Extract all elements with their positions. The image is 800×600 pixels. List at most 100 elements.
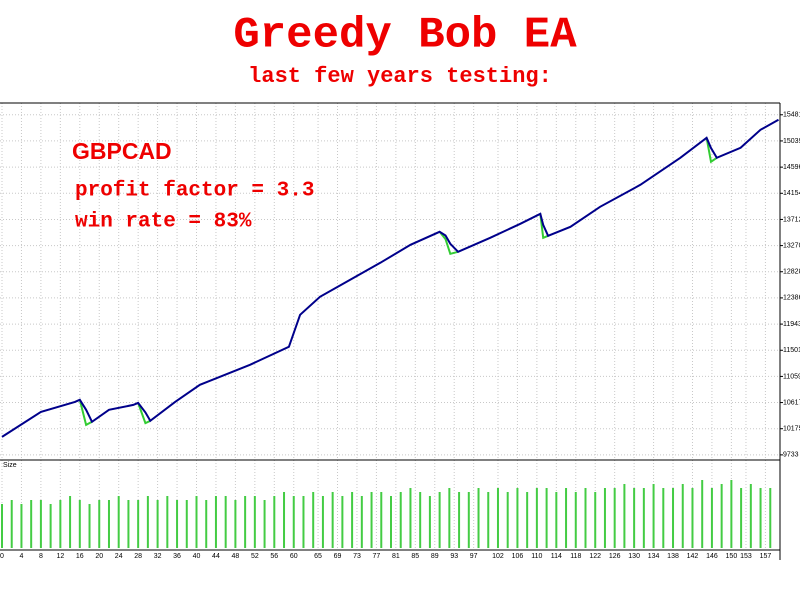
bar bbox=[205, 500, 208, 548]
bar bbox=[681, 484, 684, 548]
x-tick-label: 52 bbox=[251, 553, 259, 560]
x-tick-label: 81 bbox=[392, 553, 400, 560]
x-tick-label: 4 bbox=[19, 553, 23, 560]
bar bbox=[487, 492, 490, 548]
y-tick-label: 13270 bbox=[783, 242, 800, 249]
bar bbox=[710, 488, 713, 548]
bar bbox=[555, 492, 558, 548]
y-tick-label: 14596 bbox=[783, 164, 800, 171]
bar bbox=[253, 496, 256, 548]
bar bbox=[117, 496, 120, 548]
x-tick-label: 60 bbox=[290, 553, 298, 560]
bar bbox=[321, 496, 324, 548]
x-tick-label: 93 bbox=[450, 553, 458, 560]
y-tick-label: 14154 bbox=[783, 190, 800, 197]
series-line bbox=[78, 137, 718, 427]
bar bbox=[312, 492, 315, 548]
bar bbox=[633, 488, 636, 548]
bar bbox=[399, 492, 402, 548]
bar bbox=[613, 488, 616, 548]
panel-label: Size bbox=[3, 462, 17, 469]
bar bbox=[390, 496, 392, 548]
bar bbox=[545, 488, 548, 548]
bar bbox=[156, 500, 159, 548]
bar bbox=[341, 496, 344, 548]
x-tick-label: 28 bbox=[134, 553, 142, 560]
y-tick-label: 9733 bbox=[783, 452, 799, 459]
bar bbox=[351, 492, 354, 548]
bar bbox=[448, 488, 451, 548]
x-tick-label: 118 bbox=[570, 553, 581, 560]
series-line bbox=[1, 118, 779, 438]
bar bbox=[662, 488, 665, 548]
marks bbox=[1, 118, 779, 548]
bar bbox=[496, 488, 499, 548]
x-tick-label: 48 bbox=[232, 553, 240, 560]
bar bbox=[176, 500, 179, 548]
x-tick-label: 65 bbox=[314, 553, 322, 560]
x-tick-label: 0 bbox=[0, 553, 4, 560]
x-tick-label: 12 bbox=[56, 553, 64, 560]
bar bbox=[30, 500, 33, 548]
bar bbox=[642, 488, 645, 548]
bar bbox=[516, 488, 519, 548]
bar bbox=[730, 480, 733, 548]
chart-subtitle: last few years testing: bbox=[248, 64, 552, 89]
grid bbox=[0, 103, 780, 550]
bar bbox=[594, 492, 597, 548]
bar bbox=[263, 500, 266, 548]
x-tick-label: 126 bbox=[609, 553, 621, 560]
x-tick-label: 157 bbox=[760, 553, 772, 560]
bar bbox=[137, 500, 140, 548]
bar bbox=[565, 488, 568, 548]
bar bbox=[146, 496, 149, 548]
y-tick-label: 11943 bbox=[783, 321, 800, 328]
bar bbox=[759, 488, 762, 548]
bar bbox=[244, 496, 247, 548]
annotation: profit factor = 3.3 bbox=[75, 180, 314, 203]
x-tick-label: 134 bbox=[648, 553, 660, 560]
bar bbox=[652, 484, 655, 548]
x-tick-label: 24 bbox=[115, 553, 123, 560]
x-tick-label: 138 bbox=[667, 553, 679, 560]
bar bbox=[360, 496, 363, 548]
bar bbox=[20, 504, 23, 548]
y-tick-label: 12828 bbox=[783, 269, 800, 276]
bar bbox=[59, 500, 62, 548]
bar bbox=[302, 496, 305, 548]
bar bbox=[409, 488, 412, 548]
bar bbox=[78, 500, 81, 548]
bar bbox=[234, 500, 237, 548]
x-tick-label: 106 bbox=[512, 553, 524, 560]
bar bbox=[166, 496, 169, 548]
x-tick-label: 110 bbox=[531, 553, 542, 560]
x-tick-label: 122 bbox=[589, 553, 601, 560]
bar bbox=[623, 484, 626, 548]
bar bbox=[1, 504, 3, 548]
bar bbox=[584, 488, 587, 548]
bar bbox=[49, 504, 52, 548]
y-tick-label: 10617 bbox=[783, 399, 800, 406]
bar bbox=[574, 492, 577, 548]
y-tick-label: 12386 bbox=[783, 295, 800, 302]
x-tick-label: 142 bbox=[687, 553, 699, 560]
bar bbox=[69, 496, 72, 548]
bar bbox=[701, 480, 704, 548]
bar bbox=[691, 488, 694, 548]
bar bbox=[672, 488, 675, 548]
x-tick-label: 32 bbox=[154, 553, 162, 560]
x-tick-label: 97 bbox=[470, 553, 478, 560]
x-tick-label: 36 bbox=[173, 553, 181, 560]
x-tick-label: 153 bbox=[740, 553, 752, 560]
annotation: win rate = 83% bbox=[75, 211, 252, 234]
bar bbox=[331, 492, 334, 548]
bar bbox=[292, 496, 295, 548]
bar bbox=[370, 492, 373, 548]
x-tick-label: 69 bbox=[334, 553, 342, 560]
y-tick-label: 15039 bbox=[783, 138, 800, 145]
x-tick-label: 20 bbox=[95, 553, 103, 560]
bar bbox=[603, 488, 606, 548]
bar bbox=[526, 492, 529, 548]
x-tick-label: 16 bbox=[76, 553, 84, 560]
